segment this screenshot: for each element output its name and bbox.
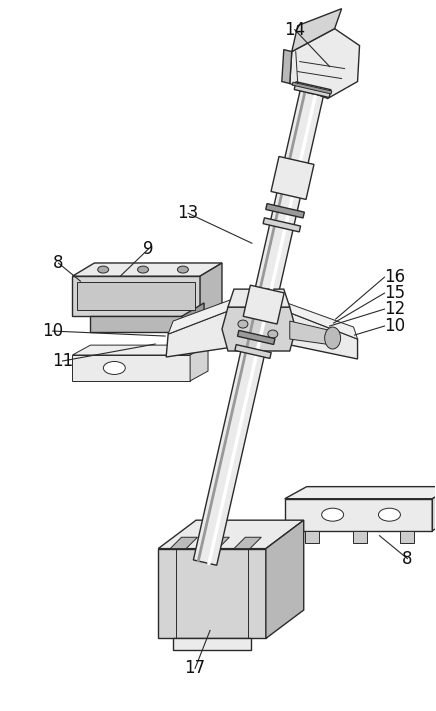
Polygon shape: [200, 263, 222, 316]
Polygon shape: [78, 282, 195, 310]
Ellipse shape: [177, 266, 188, 273]
Text: 15: 15: [385, 284, 405, 302]
Polygon shape: [282, 50, 292, 83]
Polygon shape: [166, 309, 233, 357]
Polygon shape: [292, 9, 341, 52]
Ellipse shape: [268, 330, 278, 338]
Ellipse shape: [238, 320, 248, 328]
Text: 11: 11: [52, 352, 73, 370]
Polygon shape: [285, 486, 436, 498]
Text: 8: 8: [53, 254, 64, 272]
Polygon shape: [202, 538, 229, 549]
Polygon shape: [72, 276, 200, 316]
Polygon shape: [72, 263, 222, 276]
Polygon shape: [234, 538, 261, 549]
Polygon shape: [158, 520, 304, 549]
Text: 8: 8: [402, 550, 412, 567]
Text: 12: 12: [385, 300, 406, 318]
Text: 10: 10: [385, 317, 405, 335]
Polygon shape: [168, 297, 238, 334]
Polygon shape: [263, 218, 300, 232]
Polygon shape: [433, 486, 436, 530]
Polygon shape: [243, 285, 284, 324]
Polygon shape: [182, 303, 204, 332]
Polygon shape: [170, 538, 198, 549]
Ellipse shape: [98, 266, 109, 273]
Ellipse shape: [325, 327, 341, 349]
Polygon shape: [222, 307, 296, 351]
Text: 13: 13: [177, 204, 199, 223]
Polygon shape: [305, 530, 319, 542]
Ellipse shape: [322, 508, 344, 521]
Polygon shape: [400, 530, 414, 542]
Polygon shape: [294, 82, 331, 97]
Polygon shape: [158, 549, 266, 638]
Polygon shape: [238, 331, 275, 344]
Polygon shape: [286, 311, 358, 359]
Polygon shape: [173, 638, 251, 651]
Polygon shape: [194, 91, 324, 565]
Polygon shape: [266, 203, 304, 218]
Polygon shape: [353, 530, 367, 542]
Polygon shape: [228, 289, 290, 307]
Ellipse shape: [103, 361, 125, 375]
Polygon shape: [72, 355, 190, 381]
Polygon shape: [235, 345, 271, 358]
Ellipse shape: [137, 266, 149, 273]
Polygon shape: [271, 156, 314, 200]
Polygon shape: [292, 82, 332, 94]
Text: 17: 17: [184, 659, 206, 678]
Polygon shape: [266, 520, 304, 638]
Text: 10: 10: [42, 322, 63, 340]
Polygon shape: [290, 321, 333, 345]
Polygon shape: [90, 316, 182, 332]
Polygon shape: [72, 345, 208, 355]
Polygon shape: [190, 345, 208, 381]
Text: 14: 14: [284, 21, 305, 38]
Polygon shape: [285, 498, 433, 530]
Polygon shape: [282, 301, 358, 339]
Polygon shape: [290, 28, 360, 99]
Text: 16: 16: [385, 268, 405, 286]
Ellipse shape: [378, 508, 400, 521]
Text: 9: 9: [143, 240, 153, 258]
